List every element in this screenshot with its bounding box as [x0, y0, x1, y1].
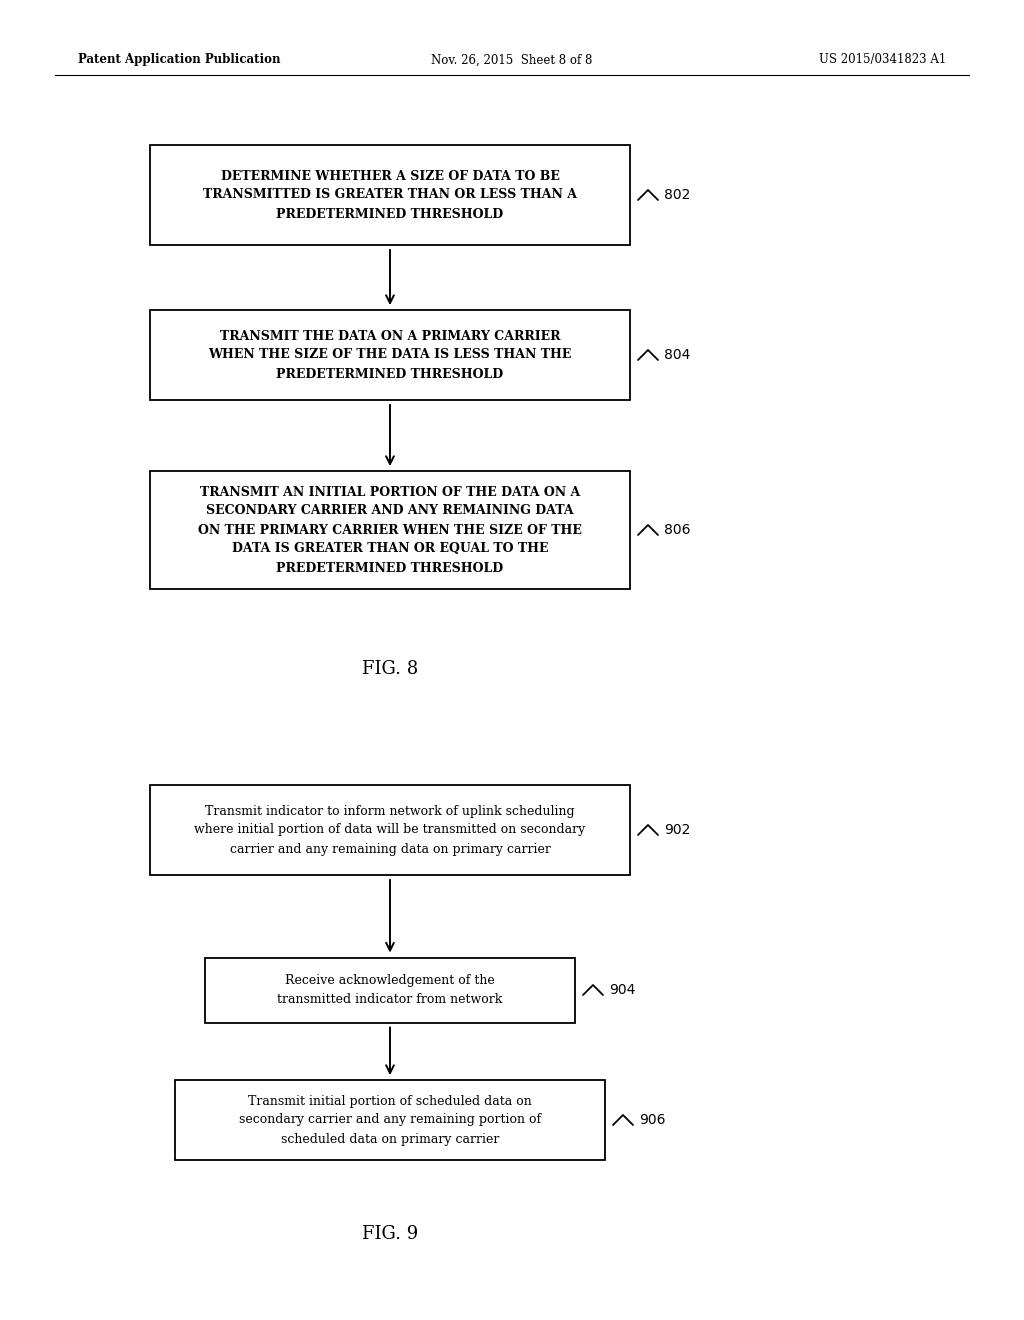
- Text: FIG. 9: FIG. 9: [361, 1225, 418, 1243]
- Text: Receive acknowledgement of the
transmitted indicator from network: Receive acknowledgement of the transmitt…: [278, 974, 503, 1006]
- Text: Patent Application Publication: Patent Application Publication: [78, 54, 281, 66]
- Text: TRANSMIT THE DATA ON A PRIMARY CARRIER
WHEN THE SIZE OF THE DATA IS LESS THAN TH: TRANSMIT THE DATA ON A PRIMARY CARRIER W…: [208, 330, 571, 380]
- Bar: [175, 1080, 605, 1160]
- Text: US 2015/0341823 A1: US 2015/0341823 A1: [819, 54, 946, 66]
- Text: 906: 906: [639, 1113, 666, 1127]
- Bar: [150, 471, 630, 589]
- Bar: [205, 957, 575, 1023]
- Text: 904: 904: [609, 983, 635, 997]
- Text: FIG. 8: FIG. 8: [361, 660, 418, 678]
- Text: Transmit initial portion of scheduled data on
secondary carrier and any remainin: Transmit initial portion of scheduled da…: [239, 1094, 541, 1146]
- Text: Transmit indicator to inform network of uplink scheduling
where initial portion : Transmit indicator to inform network of …: [195, 804, 586, 855]
- Text: Nov. 26, 2015  Sheet 8 of 8: Nov. 26, 2015 Sheet 8 of 8: [431, 54, 593, 66]
- Bar: [150, 310, 630, 400]
- Text: 804: 804: [664, 348, 690, 362]
- Text: 902: 902: [664, 822, 690, 837]
- Bar: [150, 145, 630, 246]
- Text: 806: 806: [664, 523, 690, 537]
- Text: 802: 802: [664, 187, 690, 202]
- Text: DETERMINE WHETHER A SIZE OF DATA TO BE
TRANSMITTED IS GREATER THAN OR LESS THAN : DETERMINE WHETHER A SIZE OF DATA TO BE T…: [203, 169, 577, 220]
- Bar: [150, 785, 630, 875]
- Text: TRANSMIT AN INITIAL PORTION OF THE DATA ON A
SECONDARY CARRIER AND ANY REMAINING: TRANSMIT AN INITIAL PORTION OF THE DATA …: [198, 486, 582, 574]
